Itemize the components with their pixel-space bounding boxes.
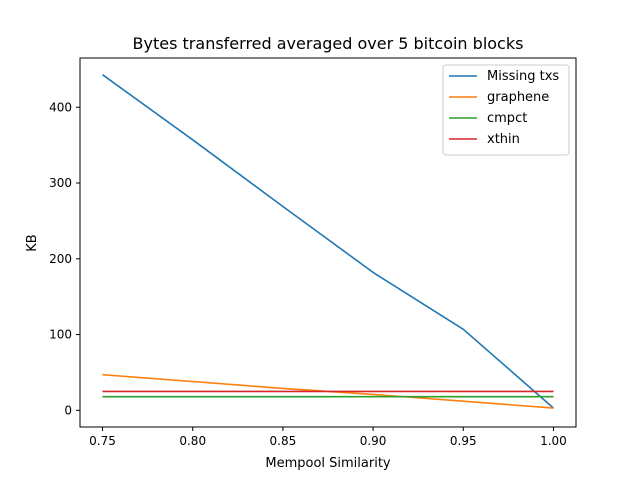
y-tick-label: 0: [64, 403, 72, 417]
legend-label: xthin: [487, 132, 520, 147]
y-tick-label: 200: [49, 252, 72, 266]
y-tick-label: 300: [49, 176, 72, 190]
legend-label: Missing txs: [487, 69, 559, 84]
legend-label: cmpct: [487, 111, 527, 126]
x-axis-label: Mempool Similarity: [265, 456, 391, 471]
y-axis-ticks: 0 100 200 300 400: [49, 100, 80, 417]
plot-lines: [102, 74, 555, 409]
chart-title: Bytes transferred averaged over 5 bitcoi…: [133, 34, 524, 53]
x-tick-label: 1.00: [540, 434, 567, 448]
x-tick-label: 0.80: [179, 434, 206, 448]
y-tick-label: 100: [49, 328, 72, 342]
series-line-0: [102, 74, 555, 409]
x-tick-label: 0.85: [270, 434, 297, 448]
legend-box: [442, 64, 570, 156]
x-tick-label: 0.90: [360, 434, 387, 448]
y-axis-label: KB: [25, 234, 40, 251]
x-tick-label: 0.75: [89, 434, 116, 448]
plot-frame: [79, 57, 577, 428]
legend-label: graphene: [487, 90, 549, 105]
legend: Missing txs graphene cmpct xthin: [442, 64, 570, 156]
x-tick-label: 0.95: [450, 434, 477, 448]
x-axis-ticks: 0.75 0.80 0.85 0.90 0.95 1.00: [89, 427, 567, 448]
y-tick-label: 400: [49, 100, 72, 114]
